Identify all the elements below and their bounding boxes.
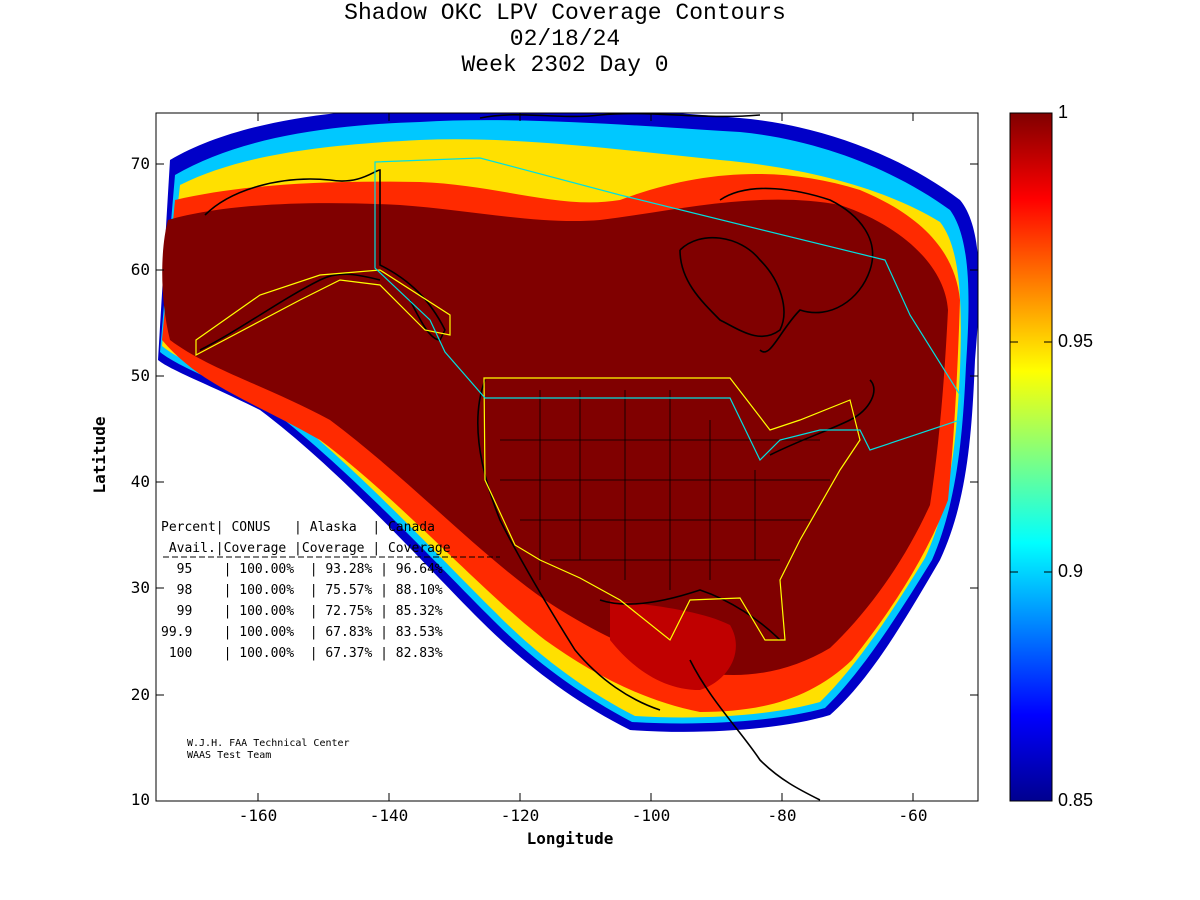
coastlines	[199, 113, 875, 801]
table-row: 100 | 100.00% | 67.37% | 82.83%	[161, 646, 443, 661]
y-axis-label: Latitude	[90, 416, 109, 494]
colorbar-tick-label: 0.9	[1058, 561, 1084, 581]
chart-date: 02/18/24	[509, 26, 621, 52]
x-tick-label: -120	[500, 806, 540, 825]
table-row: 95 | 100.00% | 93.28% | 96.64%	[161, 562, 443, 577]
table-row: 98 | 100.00% | 75.57% | 88.10%	[161, 583, 443, 598]
table-header: Percent| CONUS | Alaska | Canada	[161, 520, 435, 535]
chart-title: Shadow OKC LPV Coverage Contours	[344, 0, 786, 26]
credit-line: WAAS Test Team	[187, 750, 272, 761]
coverage-table: Percent| CONUS | Alaska | Canada Avail.|…	[161, 517, 451, 664]
x-tick-label: -140	[369, 806, 409, 825]
contour-100	[162, 199, 948, 676]
y-tick-label: 30	[130, 578, 150, 597]
state-borders	[500, 390, 830, 590]
colorbar-tick-label: 1	[1058, 102, 1069, 122]
x-axis-label: Longitude	[526, 829, 614, 848]
colorbar-ticks	[1010, 341, 1052, 573]
table-row: 99.9 | 100.00% | 67.83% | 83.53%	[161, 625, 443, 640]
conus-boundary	[483, 377, 861, 641]
x-tick-label: -60	[898, 806, 928, 825]
x-tick-label: -160	[238, 806, 278, 825]
axis-ticks	[156, 113, 978, 801]
y-tick-label: 60	[130, 260, 150, 279]
x-tick-label: -80	[767, 806, 797, 825]
colorbar-tick-label: 0.95	[1058, 331, 1094, 351]
coverage-contours	[158, 113, 978, 801]
y-tick-label: 50	[130, 366, 150, 385]
y-tick-label: 20	[130, 685, 150, 704]
x-tick-label: -100	[631, 806, 671, 825]
chart-week-day: Week 2302 Day 0	[461, 52, 669, 78]
canada-boundary	[374, 157, 961, 462]
y-tick-label: 70	[130, 154, 150, 173]
credit-line: W.J.H. FAA Technical Center	[187, 738, 350, 749]
alaska-boundary	[195, 269, 451, 356]
table-row: 99 | 100.00% | 72.75% | 85.32%	[161, 604, 443, 619]
y-tick-label: 10	[130, 790, 150, 809]
table-header: Avail.|Coverage |Coverage | Coverage	[161, 541, 451, 556]
contour-gulf	[610, 600, 736, 690]
colorbar-tick-label: 0.85	[1058, 790, 1094, 810]
credit-note: W.J.H. FAA Technical Center WAAS Test Tea…	[187, 738, 350, 762]
colorbar	[1009, 112, 1053, 802]
y-tick-label: 40	[130, 472, 150, 491]
plot-frame	[155, 112, 979, 802]
